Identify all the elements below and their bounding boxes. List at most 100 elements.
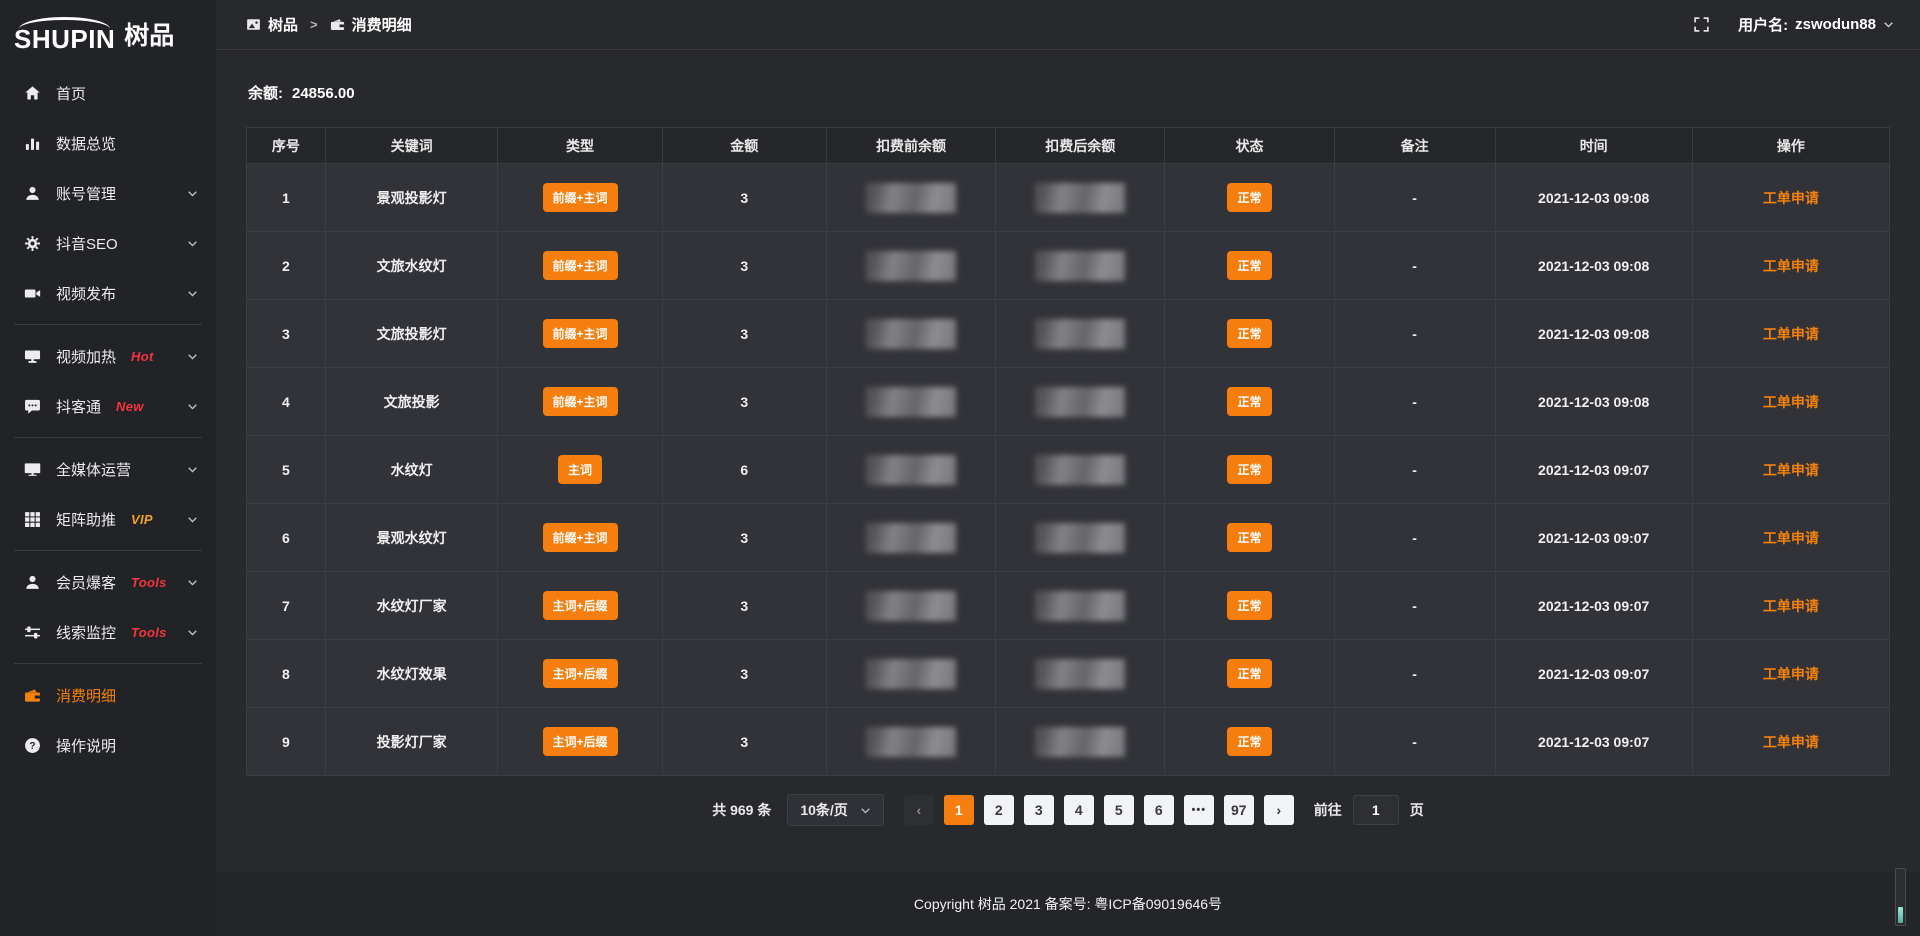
cell-action[interactable]: 工单申请 <box>1691 435 1891 504</box>
page-jump: 前往 页 <box>1314 795 1424 825</box>
work-order-link[interactable]: 工单申请 <box>1762 529 1819 546</box>
user-menu[interactable]: 用户名: zswodun88 <box>1738 14 1894 35</box>
breadcrumb-item[interactable]: 树品 <box>246 14 298 35</box>
sidebar-item-label: 账号管理 <box>56 185 117 203</box>
cell-action[interactable]: 工单申请 <box>1691 639 1891 708</box>
user-icon <box>24 185 41 202</box>
fullscreen-icon[interactable] <box>1693 16 1710 33</box>
cell-balance_before <box>825 163 997 232</box>
work-order-link[interactable]: 工单申请 <box>1762 665 1819 682</box>
cell-time: 2021-12-03 09:07 <box>1494 707 1693 776</box>
sidebar-item-monitor[interactable]: 全媒体运营 <box>0 444 216 494</box>
work-order-link[interactable]: 工单申请 <box>1762 461 1819 478</box>
sidebar-item-chart[interactable]: 数据总览 <box>0 118 216 168</box>
page-size-select[interactable]: 10条/页 <box>787 794 884 826</box>
sidebar-item-sliders[interactable]: 线索监控 Tools <box>0 607 216 657</box>
column-header-remark: 备注 <box>1333 127 1496 164</box>
cell-action[interactable]: 工单申请 <box>1691 571 1891 640</box>
column-header-balance_after: 扣费后余额 <box>995 127 1166 164</box>
cell-balance_after <box>995 163 1166 232</box>
table-row: 3 文旅投影灯 前缀+主词 3 正常 -2021-12-03 09:08 工单申请 <box>246 299 1891 368</box>
cell-action[interactable]: 工单申请 <box>1691 231 1891 300</box>
sidebar-item-user[interactable]: 账号管理 <box>0 168 216 218</box>
sidebar-item-question[interactable]: ? 操作说明 <box>0 720 216 770</box>
cell-index: 9 <box>246 707 326 776</box>
next-page-button[interactable]: › <box>1263 795 1294 825</box>
cell-action[interactable]: 工单申请 <box>1691 503 1891 572</box>
page-button-4[interactable]: 4 <box>1063 795 1094 825</box>
sidebar-item-label: 视频加热 <box>56 348 117 366</box>
cell-balance_after <box>995 299 1166 368</box>
work-order-link[interactable]: 工单申请 <box>1762 597 1819 614</box>
column-header-index: 序号 <box>246 127 326 164</box>
sidebar-item-gear[interactable]: 抖音SEO <box>0 218 216 268</box>
sidebar-item-label: 视频发布 <box>56 285 117 303</box>
cell-amount: 3 <box>661 503 827 572</box>
page-button-5[interactable]: 5 <box>1103 795 1134 825</box>
topbar: 树品 > 消费明细 用户名: zswodun88 <box>216 0 1920 50</box>
page-button-97[interactable]: 97 <box>1223 795 1254 825</box>
cell-status: 正常 <box>1164 435 1335 504</box>
cell-keyword: 文旅水纹灯 <box>324 231 499 300</box>
cell-action[interactable]: 工单申请 <box>1691 299 1891 368</box>
cell-status: 正常 <box>1164 639 1335 708</box>
breadcrumb-item[interactable]: 消费明细 <box>330 14 412 35</box>
masked-value <box>1035 386 1126 417</box>
status-badge: 正常 <box>1227 387 1272 416</box>
masked-value <box>1035 454 1126 485</box>
work-order-link[interactable]: 工单申请 <box>1762 325 1819 342</box>
chevron-down-icon <box>187 238 198 249</box>
sidebar-item-chat[interactable]: 抖客通 New <box>0 381 216 431</box>
status-badge: 正常 <box>1227 319 1272 348</box>
logo-arc <box>19 16 111 29</box>
cell-action[interactable]: 工单申请 <box>1691 707 1891 776</box>
sliders-icon <box>24 624 41 641</box>
work-order-link[interactable]: 工单申请 <box>1762 393 1819 410</box>
sidebar-item-grid[interactable]: 矩阵助推 VIP <box>0 494 216 544</box>
cell-remark: - <box>1333 503 1496 572</box>
cell-balance_before <box>825 707 997 776</box>
cell-time: 2021-12-03 09:07 <box>1494 503 1693 572</box>
sidebar-item-label: 操作说明 <box>56 737 117 755</box>
page-button-3[interactable]: 3 <box>1023 795 1054 825</box>
scroll-indicator[interactable] <box>1895 868 1906 926</box>
cell-balance_before <box>825 367 997 436</box>
table-row: 9 投影灯厂家 主词+后缀 3 正常 -2021-12-03 09:07 工单申请 <box>246 707 1891 776</box>
type-badge: 前缀+主词 <box>542 183 618 212</box>
screen-icon <box>24 348 41 365</box>
brand-logo[interactable]: SHUPIN 树品 <box>0 0 216 62</box>
svg-text:?: ? <box>29 741 35 752</box>
cell-action[interactable]: 工单申请 <box>1691 367 1891 436</box>
work-order-link[interactable]: 工单申请 <box>1762 189 1819 206</box>
gear-icon <box>24 235 41 252</box>
page-button-2[interactable]: 2 <box>983 795 1014 825</box>
table-row: 5 水纹灯 主词 6 正常 -2021-12-03 09:07 工单申请 <box>246 435 1891 504</box>
table-row: 2 文旅水纹灯 前缀+主词 3 正常 -2021-12-03 09:08 工单申请 <box>246 231 1891 300</box>
sidebar-item-video[interactable]: 视频发布 <box>0 268 216 318</box>
jump-page-input[interactable] <box>1352 795 1399 825</box>
cell-keyword: 水纹灯 <box>324 435 499 504</box>
sidebar-item-member[interactable]: 会员爆客 Tools <box>0 557 216 607</box>
column-header-balance_before: 扣费前余额 <box>825 127 997 164</box>
cell-amount: 3 <box>661 163 827 232</box>
cell-action[interactable]: 工单申请 <box>1691 163 1891 232</box>
cell-balance_before <box>825 299 997 368</box>
prev-page-button[interactable]: ‹ <box>903 795 934 825</box>
footer: Copyright 树品 2021 备案号: 粤ICP备09019646号 <box>216 872 1920 936</box>
sidebar-item-label: 会员爆客 <box>56 574 117 592</box>
cell-amount: 6 <box>661 435 827 504</box>
pagination-ellipsis[interactable]: ••• <box>1183 795 1214 825</box>
page-button-6[interactable]: 6 <box>1143 795 1174 825</box>
page-button-1[interactable]: 1 <box>943 795 974 825</box>
cell-index: 6 <box>246 503 326 572</box>
sidebar-item-home[interactable]: 首页 <box>0 68 216 118</box>
masked-value <box>1035 318 1126 349</box>
work-order-link[interactable]: 工单申请 <box>1762 257 1819 274</box>
sidebar-item-wallet[interactable]: 消费明细 <box>0 670 216 720</box>
masked-value <box>1035 726 1126 757</box>
work-order-link[interactable]: 工单申请 <box>1762 733 1819 750</box>
masked-value <box>866 590 957 621</box>
status-badge: 正常 <box>1227 591 1272 620</box>
sidebar-item-screen[interactable]: 视频加热 Hot <box>0 331 216 381</box>
cell-balance_before <box>825 639 997 708</box>
